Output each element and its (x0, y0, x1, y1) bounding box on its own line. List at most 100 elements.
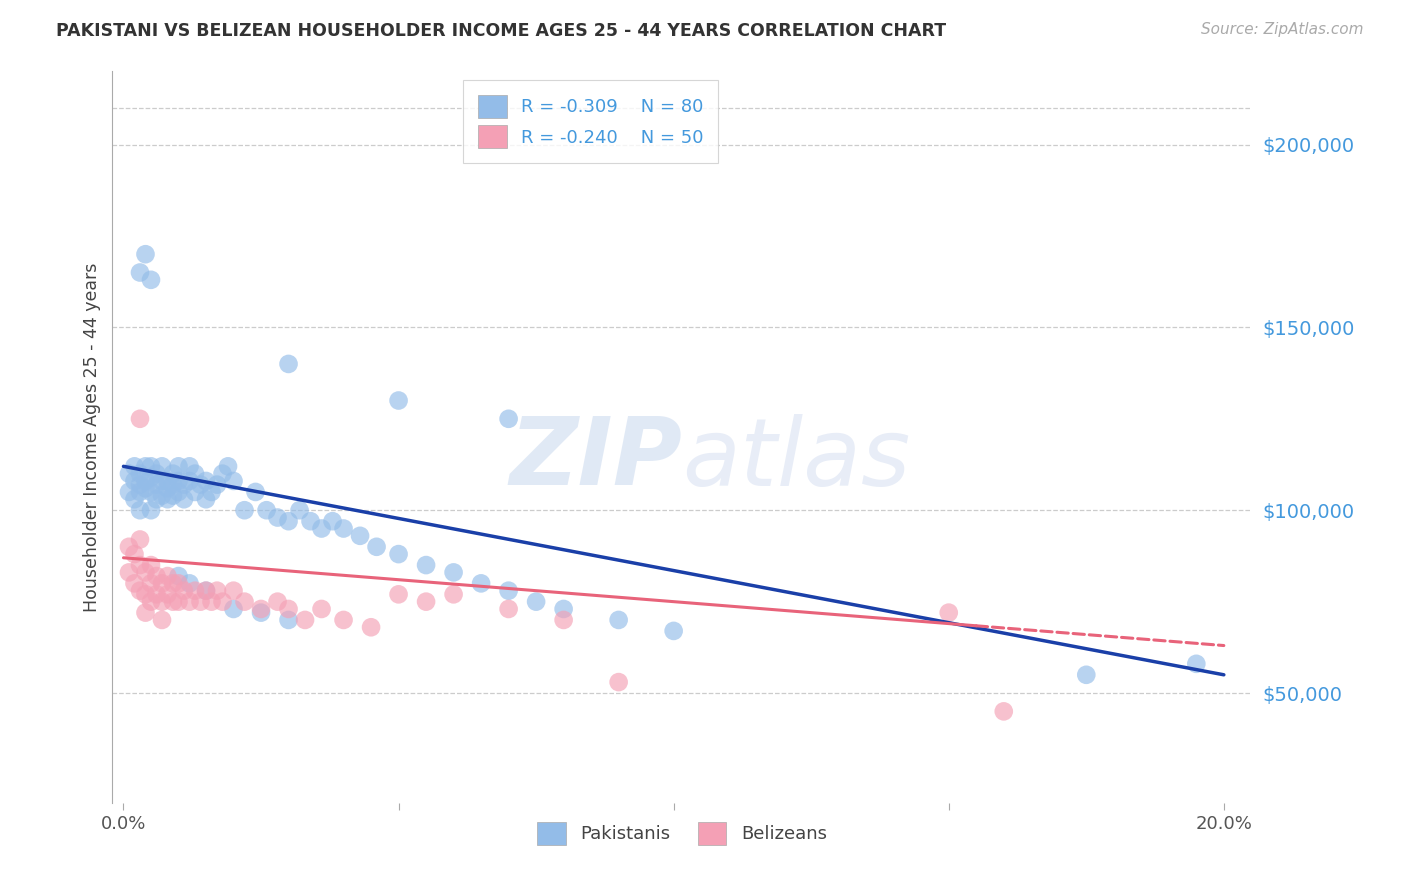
Point (139, 503, 162, 517)
Point (150, 474, 173, 488)
Point (277, 357, 299, 371)
Point (332, 521, 354, 535)
Point (233, 594, 256, 608)
Point (360, 620, 382, 634)
Point (139, 576, 162, 591)
Point (250, 602, 273, 616)
Point (366, 540, 388, 554)
Point (195, 474, 218, 488)
Point (294, 613, 316, 627)
Point (217, 459, 239, 474)
Point (156, 587, 179, 601)
Point (124, 492, 146, 507)
Point (222, 583, 245, 598)
Point (553, 613, 575, 627)
Point (195, 583, 218, 598)
Point (129, 411, 152, 425)
Point (993, 705, 1015, 719)
Point (200, 594, 222, 608)
Point (266, 510, 288, 524)
Point (277, 602, 299, 616)
Point (211, 467, 233, 481)
Point (134, 606, 156, 620)
Point (245, 484, 267, 499)
Point (443, 587, 465, 601)
Point (167, 459, 190, 474)
Point (443, 566, 465, 580)
Point (129, 583, 152, 598)
Point (162, 467, 184, 481)
Point (311, 521, 333, 535)
Point (250, 606, 273, 620)
Point (415, 594, 437, 608)
Point (167, 484, 190, 499)
Point (129, 503, 152, 517)
Point (129, 266, 152, 280)
Point (129, 558, 152, 573)
Point (118, 540, 141, 554)
Point (190, 477, 212, 491)
Point (387, 393, 409, 408)
Point (277, 613, 299, 627)
Text: Source: ZipAtlas.com: Source: ZipAtlas.com (1201, 22, 1364, 37)
Point (134, 459, 156, 474)
Y-axis label: Householder Income Ages 25 - 44 years: Householder Income Ages 25 - 44 years (83, 262, 101, 612)
Point (256, 503, 278, 517)
Point (1076, 667, 1098, 681)
Point (145, 587, 167, 601)
Point (662, 624, 685, 638)
Point (195, 583, 218, 598)
Point (205, 583, 228, 598)
Point (200, 484, 222, 499)
Point (211, 594, 233, 608)
Point (167, 474, 190, 488)
Point (129, 477, 152, 491)
Point (184, 583, 207, 598)
Point (173, 477, 195, 491)
Point (145, 569, 167, 583)
Point (156, 474, 179, 488)
Point (129, 467, 152, 481)
Point (184, 467, 207, 481)
Text: atlas: atlas (682, 414, 910, 505)
Point (134, 474, 156, 488)
Point (470, 576, 492, 591)
Point (156, 492, 179, 507)
Point (179, 594, 201, 608)
Point (179, 576, 201, 591)
Point (349, 529, 371, 543)
Point (498, 602, 520, 616)
Point (139, 470, 162, 484)
Legend: Pakistanis, Belizeans: Pakistanis, Belizeans (523, 807, 841, 860)
Point (167, 576, 190, 591)
Point (498, 583, 520, 598)
Point (150, 613, 173, 627)
Point (162, 594, 184, 608)
Point (134, 247, 156, 261)
Point (139, 273, 162, 287)
Point (299, 514, 322, 528)
Point (607, 613, 630, 627)
Point (150, 459, 173, 474)
Point (607, 675, 630, 690)
Point (124, 459, 146, 474)
Point (145, 477, 167, 491)
Point (118, 484, 141, 499)
Point (162, 576, 184, 591)
Point (553, 602, 575, 616)
Point (118, 566, 141, 580)
Point (190, 594, 212, 608)
Point (322, 514, 344, 528)
Point (524, 594, 547, 608)
Point (938, 606, 960, 620)
Point (150, 594, 173, 608)
Point (162, 477, 184, 491)
Point (139, 594, 162, 608)
Point (205, 477, 228, 491)
Point (150, 489, 173, 503)
Point (415, 558, 437, 573)
Point (129, 533, 152, 547)
Point (498, 411, 520, 425)
Point (156, 481, 179, 495)
Point (179, 474, 201, 488)
